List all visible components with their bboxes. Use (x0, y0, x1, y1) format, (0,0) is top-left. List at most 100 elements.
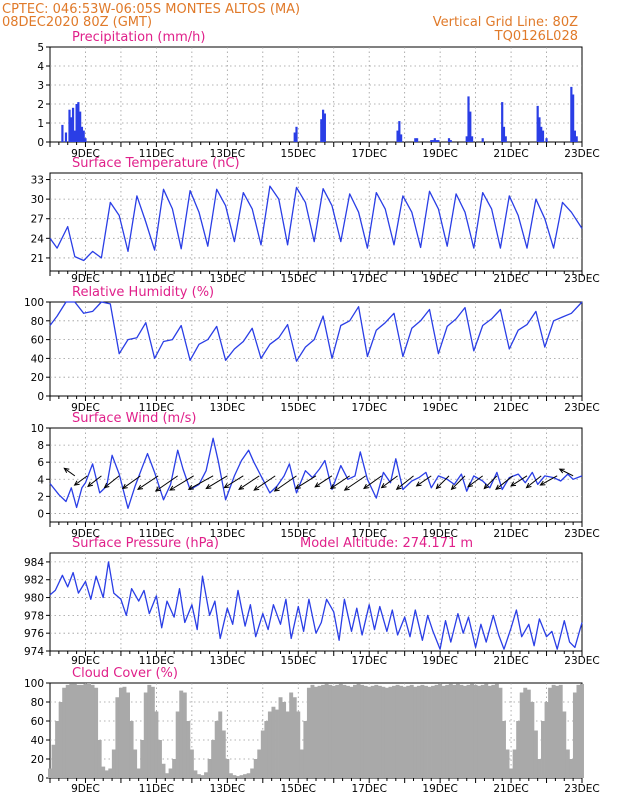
cloud-cover-bar (367, 686, 372, 778)
wind-vector (122, 475, 141, 489)
cloud-cover-bar (260, 730, 265, 778)
cloud-cover-bar (253, 759, 258, 778)
cloud-cover-bar (97, 740, 102, 778)
x-tick-label: 23DEC (564, 273, 599, 285)
cloud-cover-bar (502, 721, 506, 778)
x-tick-label: 23DEC (564, 783, 599, 795)
precip-bar (501, 102, 504, 142)
cloud-cover-bar (551, 684, 556, 778)
cloud-cover-bar (246, 773, 251, 778)
wind-vector (330, 475, 350, 489)
precip-bar (433, 138, 436, 142)
y-tick-label: 980 (24, 593, 44, 605)
wind-series-line (49, 437, 583, 509)
wind-vector (104, 475, 120, 489)
x-tick-label: 21DEC (493, 148, 528, 160)
cloud-cover-bar (299, 749, 304, 778)
wind-vector (274, 475, 297, 492)
wind-vector (510, 475, 528, 487)
temp-series-line (49, 185, 583, 262)
cloud-cover-bar (306, 687, 311, 778)
cloud-cover-bar (395, 684, 400, 778)
cloud-cover-bar (239, 775, 244, 778)
wind-vector (224, 475, 244, 489)
cloud-cover-bar (409, 684, 414, 778)
wind-vector (253, 475, 276, 491)
cloud-cover-bar (399, 685, 404, 778)
cloud-cover-bar (480, 684, 485, 778)
cloud-cover-bar (165, 773, 170, 778)
precip-bar (295, 126, 298, 142)
cloud-cover-bar (214, 721, 219, 778)
cloud-cover-bar (221, 730, 226, 778)
y-tick-label: 0 (37, 391, 44, 403)
cloud-cover-bar (228, 773, 233, 778)
cloud-cover-bar (204, 772, 209, 778)
cloud-cover-bar (462, 685, 467, 778)
wind-vector (87, 475, 102, 487)
cloud-cover-bar (470, 683, 475, 778)
cloud-cover-bar (445, 684, 450, 778)
cloud-cover-bar (392, 685, 396, 778)
wind-vector (206, 475, 228, 489)
pressure-series-line (49, 561, 583, 650)
wind-vector-head (395, 484, 402, 491)
y-tick-label: 5 (37, 42, 44, 54)
x-tick-label: 9DEC (71, 655, 100, 667)
precip-bar (572, 94, 575, 142)
x-tick-label: 9DEC (71, 528, 100, 540)
cloud-cover-bar (384, 687, 389, 778)
wind-vector (540, 475, 558, 486)
cloud-cover-bar (243, 774, 248, 778)
y-tick-label: 20 (31, 754, 44, 766)
panel-title: Surface Wind (m/s) (72, 411, 196, 426)
y-tick-label: 6 (37, 457, 44, 469)
cloud-cover-bar (111, 749, 116, 778)
cloud-cover-bar (438, 683, 443, 778)
cloud-cover-bar (207, 759, 212, 778)
cloud-cover-bar (157, 740, 162, 778)
y-tick-label: 4 (37, 61, 44, 73)
x-tick-label: 19DEC (422, 402, 457, 414)
wind-vector-head (253, 485, 260, 491)
x-tick-label: 9DEC (71, 783, 100, 795)
x-tick-label: 11DEC (139, 783, 174, 795)
wind-vector-head (205, 484, 212, 490)
y-tick-label: 100 (24, 678, 44, 690)
cloud-cover-bar (537, 759, 542, 778)
precip-bar (449, 140, 452, 142)
cloud-cover-bar (448, 683, 453, 778)
wind-vector (137, 475, 159, 490)
cloud-cover-bar (257, 749, 262, 778)
cloud-cover-bar (324, 683, 329, 778)
wind-vector-head (495, 484, 502, 491)
precip-bar (77, 102, 80, 142)
wind-vector (381, 475, 398, 489)
cloud-cover-bar (129, 721, 134, 778)
cloud-cover-bar (161, 763, 166, 778)
cloud-cover-bar (55, 721, 60, 778)
cloud-cover-bar (335, 684, 340, 778)
cloud-cover-bar (452, 684, 457, 778)
y-tick-label: 984 (24, 557, 44, 569)
precip-bar (82, 130, 85, 142)
cloud-cover-bar (331, 685, 336, 778)
x-tick-label: 15DEC (281, 655, 316, 667)
cloud-cover-bar (104, 770, 109, 778)
cloud-cover-bar (572, 692, 577, 778)
precip-bar (396, 130, 399, 142)
cloud-cover-bar (79, 684, 84, 778)
precip-bar (398, 121, 401, 142)
y-tick-label: 0 (37, 773, 44, 785)
humidity-panel: 0 20 40 60 80 100 9DEC 11DEC 13DEC 15DEC 17DEC 19DE… (24, 285, 600, 414)
cloud-cover-bar (345, 685, 350, 778)
wind-vector-head (314, 482, 321, 488)
cloud-cover-bar (175, 711, 180, 778)
precip-bar (68, 109, 71, 142)
cloud-cover-bar (420, 684, 425, 778)
y-tick-label: 100 (24, 297, 44, 309)
cloud-cover-bar (487, 685, 492, 778)
cloud-cover-bar (580, 683, 584, 778)
cloud-cover-bar (94, 687, 99, 778)
